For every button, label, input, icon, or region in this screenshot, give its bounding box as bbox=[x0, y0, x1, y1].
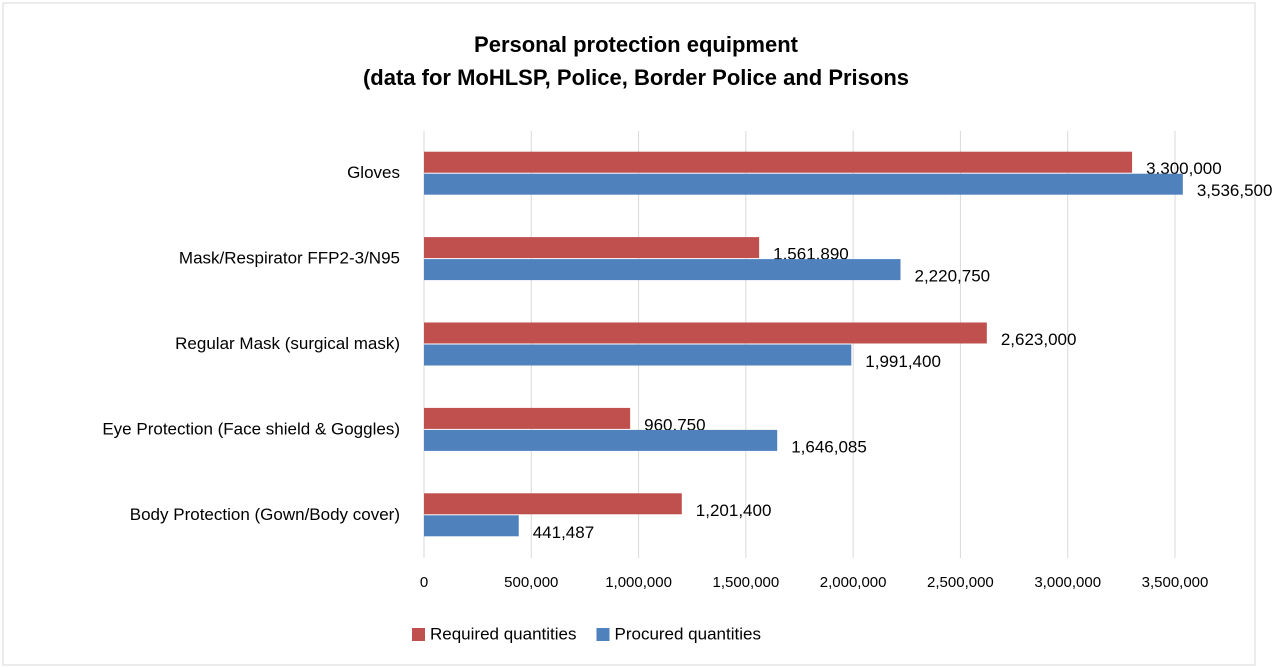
bar bbox=[424, 407, 631, 429]
x-tick-label: 2,000,000 bbox=[820, 574, 887, 591]
bar bbox=[424, 429, 778, 451]
bar bbox=[424, 515, 519, 537]
value-label: 1,991,400 bbox=[865, 352, 941, 371]
value-label: 960,750 bbox=[644, 415, 705, 434]
legend-swatch bbox=[412, 628, 425, 641]
y-tick-label: Gloves bbox=[347, 163, 400, 182]
value-label: 1,646,085 bbox=[791, 437, 867, 456]
bar bbox=[424, 173, 1183, 195]
x-tick-label: 3,500,000 bbox=[1142, 574, 1209, 591]
x-tick-label: 1,000,000 bbox=[605, 574, 672, 591]
bar bbox=[424, 322, 987, 344]
x-tick-label: 500,000 bbox=[504, 574, 558, 591]
bar bbox=[424, 151, 1133, 173]
value-label: 2,623,000 bbox=[1001, 330, 1077, 349]
legend-label: Required quantities bbox=[430, 624, 576, 643]
x-tick-label: 0 bbox=[420, 574, 428, 591]
x-tick-label: 3,000,000 bbox=[1034, 574, 1101, 591]
chart-title: (data for MoHLSP, Police, Border Police … bbox=[363, 65, 909, 90]
legend-label: Procured quantities bbox=[614, 624, 760, 643]
value-label: 2,220,750 bbox=[915, 267, 991, 286]
value-label: 1,201,400 bbox=[696, 501, 772, 520]
x-tick-label: 1,500,000 bbox=[712, 574, 779, 591]
chart-title: Personal protection equipment bbox=[474, 32, 799, 57]
y-tick-label: Regular Mask (surgical mask) bbox=[175, 334, 400, 353]
bar bbox=[424, 493, 682, 515]
bar bbox=[424, 237, 760, 259]
y-tick-label: Eye Protection (Face shield & Goggles) bbox=[102, 419, 400, 438]
bar bbox=[424, 259, 901, 281]
value-label: 1,561,890 bbox=[773, 245, 849, 264]
y-tick-label: Body Protection (Gown/Body cover) bbox=[130, 505, 400, 524]
value-label: 3,536,500 bbox=[1197, 181, 1272, 200]
legend-swatch bbox=[596, 628, 610, 641]
bar bbox=[424, 344, 852, 366]
value-label: 441,487 bbox=[533, 523, 594, 542]
y-tick-label: Mask/Respirator FFP2-3/N95 bbox=[179, 249, 400, 268]
value-label: 3,300,000 bbox=[1146, 159, 1222, 178]
x-tick-label: 2,500,000 bbox=[927, 574, 994, 591]
